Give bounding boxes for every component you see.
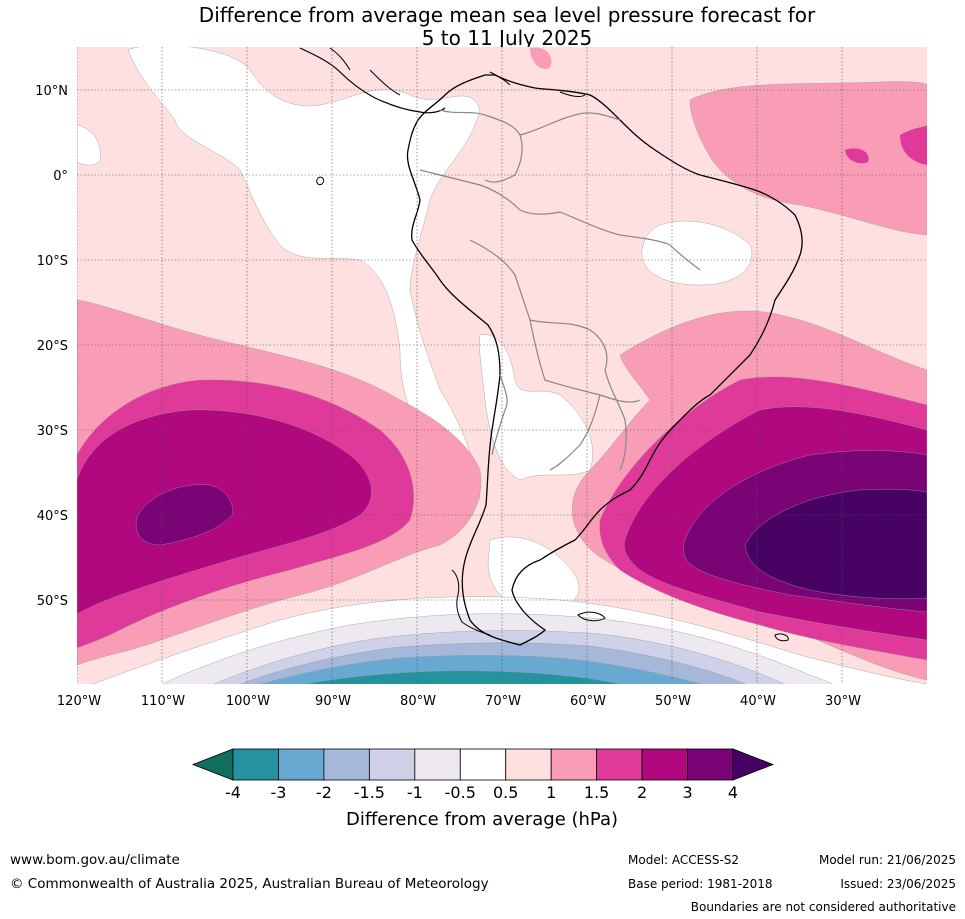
near-zero-region-east-pacific xyxy=(77,124,101,166)
colorbar-segment xyxy=(232,748,279,781)
graticule xyxy=(77,47,927,684)
lat-label-50s: 50°S xyxy=(37,594,68,609)
colorbar-tick-label: 0.5 xyxy=(493,783,518,802)
map-title: Difference from average mean sea level p… xyxy=(0,4,965,50)
longitude-labels: 120°W 110°W 100°W 90°W 80°W 70°W 60°W 50… xyxy=(57,694,861,709)
colorbar-segment xyxy=(323,748,370,781)
lon-label-70w: 70°W xyxy=(485,694,521,709)
lon-label-60w: 60°W xyxy=(570,694,606,709)
country-boundaries xyxy=(419,109,701,471)
lat-label-40s: 40°S xyxy=(37,509,68,524)
colorbar-extend-high xyxy=(732,748,775,781)
colorbar-segment xyxy=(414,748,461,781)
lon-label-40w: 40°W xyxy=(740,694,776,709)
colorbar-segment xyxy=(641,748,688,781)
colorbar-tick-label: -3 xyxy=(270,783,286,802)
south-america-coastline xyxy=(406,74,803,646)
colorbar-segment xyxy=(368,748,416,781)
caribbean-coastline xyxy=(329,47,586,97)
central-america-coastline xyxy=(299,47,446,114)
colorbar-tick-label: 4 xyxy=(728,783,738,802)
anomaly-1-1.5-north-atlantic xyxy=(689,81,927,236)
colorbar-tick-label: -2 xyxy=(316,783,332,802)
lat-label-10s: 10°S xyxy=(37,254,68,269)
lat-label-0: 0° xyxy=(53,169,68,184)
colorbar-segment xyxy=(278,748,325,781)
colorbar-tick-label: -1 xyxy=(407,783,423,802)
colorbar-tick-label: 2 xyxy=(637,783,647,802)
footer-model-run: Model run: 21/06/2025 xyxy=(818,853,956,867)
colorbar-tick-label: 1.5 xyxy=(584,783,609,802)
near-zero-region-brazil xyxy=(641,220,752,286)
footer-website: www.bom.gov.au/climate xyxy=(10,852,180,868)
title-line-2: 5 to 11 July 2025 xyxy=(421,26,593,50)
lat-label-20s: 20°S xyxy=(37,339,68,354)
colorbar-segment xyxy=(505,748,552,781)
footer-issued: Issued: 23/06/2025 xyxy=(840,877,956,891)
latitude-labels: 10°N 0° 10°S 20°S 30°S 40°S 50°S xyxy=(35,84,68,609)
colorbar-segment xyxy=(550,748,598,781)
lon-label-50w: 50°W xyxy=(655,694,691,709)
lon-label-120w: 120°W xyxy=(57,694,101,709)
anomaly-1.5-2-north-atlantic-small xyxy=(845,148,869,164)
colorbar-tick-label: -0.5 xyxy=(445,783,476,802)
colorbar-tick-label: 1 xyxy=(546,783,556,802)
near-zero-region-pacific xyxy=(127,47,481,501)
footer-disclaimer: Boundaries are not considered authoritat… xyxy=(690,900,956,914)
colorbar-segment xyxy=(687,748,734,781)
lon-label-110w: 110°W xyxy=(141,694,185,709)
colorbar-segment xyxy=(596,748,643,781)
lon-label-80w: 80°W xyxy=(400,694,436,709)
colorbar-tick-labels: -4 -3 -2 -1.5 -1 -0.5 0.5 1 1.5 2 3 4 xyxy=(225,783,738,802)
anomaly-1-1.5-small-north xyxy=(530,47,552,69)
colorbar xyxy=(191,748,775,781)
title-line-1: Difference from average mean sea level p… xyxy=(198,3,816,27)
footer-base-period: Base period: 1981-2018 xyxy=(628,877,773,891)
lon-label-100w: 100°W xyxy=(226,694,270,709)
lon-label-30w: 30°W xyxy=(825,694,861,709)
colorbar-extend-low xyxy=(191,748,234,781)
colorbar-title: Difference from average (hPa) xyxy=(346,809,618,830)
colorbar-segment xyxy=(459,748,507,781)
anomaly-above-4-south-atlantic xyxy=(744,488,927,599)
colorbar-tick-label: 3 xyxy=(682,783,692,802)
lon-label-90w: 90°W xyxy=(315,694,351,709)
lat-label-30s: 30°S xyxy=(37,424,68,439)
colorbar-tick-label: -1.5 xyxy=(354,783,385,802)
footer-copyright: © Commonwealth of Australia 2025, Austra… xyxy=(10,876,489,892)
lat-label-10n: 10°N xyxy=(35,84,68,99)
anomaly-1.5-2-north-atlantic xyxy=(900,126,927,165)
islands xyxy=(316,176,789,642)
colorbar-tick-label: -4 xyxy=(225,783,241,802)
map-area xyxy=(77,47,927,684)
footer-model: Model: ACCESS-S2 xyxy=(628,853,740,867)
